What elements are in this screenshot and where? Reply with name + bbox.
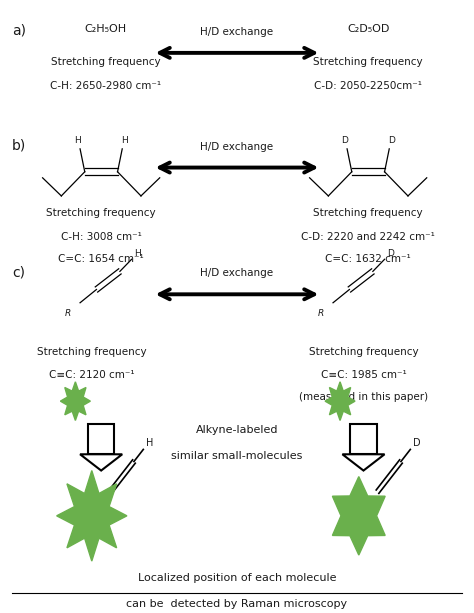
Text: C≡C: 1985 cm⁻¹: C≡C: 1985 cm⁻¹ xyxy=(320,370,406,380)
Text: Stretching frequency: Stretching frequency xyxy=(37,347,146,357)
Text: H/D exchange: H/D exchange xyxy=(201,27,273,37)
Text: Stretching frequency: Stretching frequency xyxy=(313,208,423,218)
Text: C₂D₅OD: C₂D₅OD xyxy=(347,24,389,34)
Text: D: D xyxy=(341,136,348,145)
Polygon shape xyxy=(88,424,114,454)
Text: can be  detected by Raman microscopy: can be detected by Raman microscopy xyxy=(127,598,347,609)
Polygon shape xyxy=(350,424,377,454)
Text: Stretching frequency: Stretching frequency xyxy=(51,57,161,67)
Polygon shape xyxy=(57,471,127,561)
Text: R: R xyxy=(318,309,324,318)
Text: Stretching frequency: Stretching frequency xyxy=(313,57,423,67)
Text: C-D: 2050-2250cm⁻¹: C-D: 2050-2250cm⁻¹ xyxy=(314,82,422,91)
Text: Alkyne-labeled: Alkyne-labeled xyxy=(196,425,278,435)
Polygon shape xyxy=(332,476,385,555)
Text: D: D xyxy=(387,249,393,257)
Text: a): a) xyxy=(12,24,26,38)
Text: H/D exchange: H/D exchange xyxy=(201,268,273,278)
Polygon shape xyxy=(342,454,384,471)
Text: c): c) xyxy=(12,265,25,280)
Text: H: H xyxy=(146,438,154,448)
Text: D: D xyxy=(388,136,395,145)
Text: C-H: 3008 cm⁻¹: C-H: 3008 cm⁻¹ xyxy=(61,232,142,242)
Text: Stretching frequency: Stretching frequency xyxy=(46,208,156,218)
Text: Stretching frequency: Stretching frequency xyxy=(309,347,418,357)
Text: H/D exchange: H/D exchange xyxy=(201,142,273,151)
Text: H: H xyxy=(134,249,141,257)
Text: R: R xyxy=(65,309,72,318)
Text: C≡C: 2120 cm⁻¹: C≡C: 2120 cm⁻¹ xyxy=(49,370,135,380)
Text: H: H xyxy=(121,136,128,145)
Polygon shape xyxy=(325,382,355,421)
Text: C₂H₅OH: C₂H₅OH xyxy=(85,24,127,34)
Polygon shape xyxy=(80,454,122,471)
Text: D: D xyxy=(413,438,421,448)
Text: Localized position of each molecule: Localized position of each molecule xyxy=(138,573,336,583)
Text: C-D: 2220 and 2242 cm⁻¹: C-D: 2220 and 2242 cm⁻¹ xyxy=(301,232,435,242)
Text: b): b) xyxy=(12,139,27,153)
Text: (measured in this paper): (measured in this paper) xyxy=(299,392,428,402)
Text: H: H xyxy=(74,136,81,145)
Text: C-H: 2650-2980 cm⁻¹: C-H: 2650-2980 cm⁻¹ xyxy=(50,82,162,91)
Text: C=C: 1632 cm⁻¹: C=C: 1632 cm⁻¹ xyxy=(325,254,411,264)
Polygon shape xyxy=(60,382,91,421)
Text: similar small-molecules: similar small-molecules xyxy=(171,451,303,460)
Text: C=C: 1654 cm⁻¹: C=C: 1654 cm⁻¹ xyxy=(58,254,144,264)
